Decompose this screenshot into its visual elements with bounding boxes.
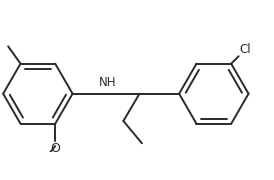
- Text: O: O: [50, 142, 60, 155]
- Text: Cl: Cl: [240, 43, 252, 56]
- Text: NH: NH: [99, 76, 116, 89]
